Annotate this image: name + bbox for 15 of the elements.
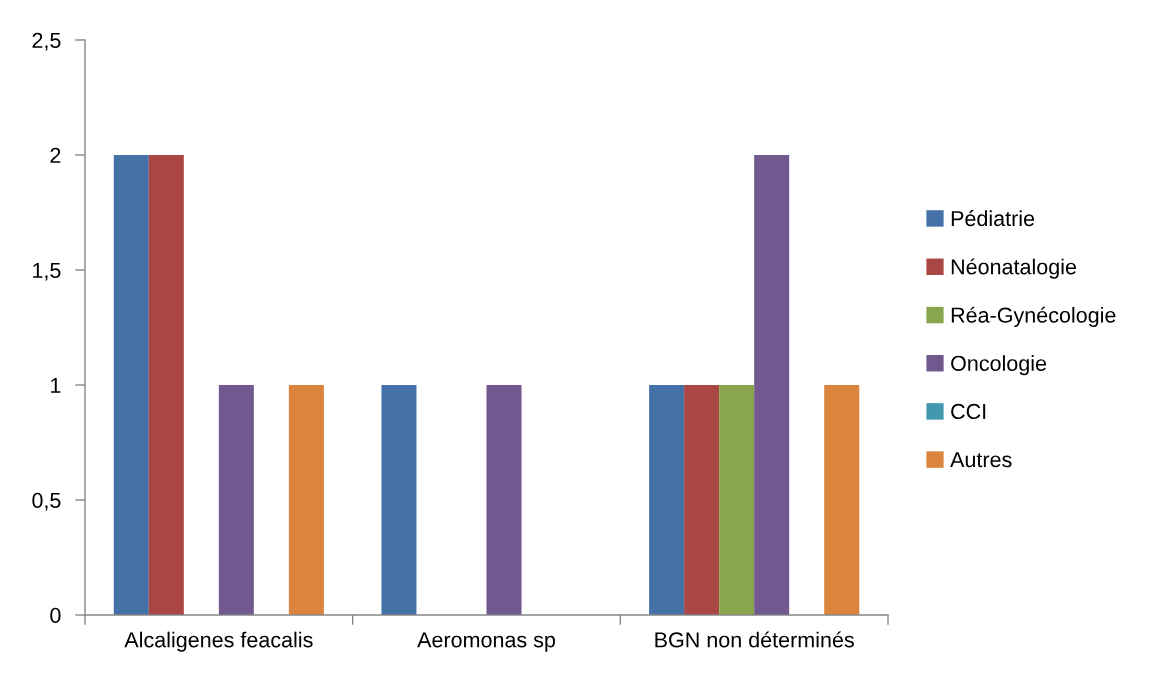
x-tick-label: BGN non déterminés [655, 631, 854, 648]
legend-label: CCI [951, 403, 986, 420]
legend-label: Néonatalogie [951, 258, 1076, 279]
y-tick-label: 2 [50, 147, 61, 163]
y-tick-label: 0 [50, 607, 61, 624]
y-tick-label: 0,5 [32, 492, 61, 511]
legend-label: Autres [950, 452, 1012, 468]
y-tick-label: 1,5 [33, 262, 61, 281]
x-tick-label: Alcaligenes feacalis [124, 631, 313, 652]
y-tick-label: 1 [51, 377, 61, 393]
legend-label: Réa-Gynécologie [951, 306, 1116, 328]
legend-label: Oncologie [951, 355, 1047, 376]
legend-label: Pédiatrie [951, 210, 1035, 227]
y-tick-label: 2,5 [32, 32, 61, 51]
x-tick-label: Aeromonas sp [417, 632, 555, 652]
